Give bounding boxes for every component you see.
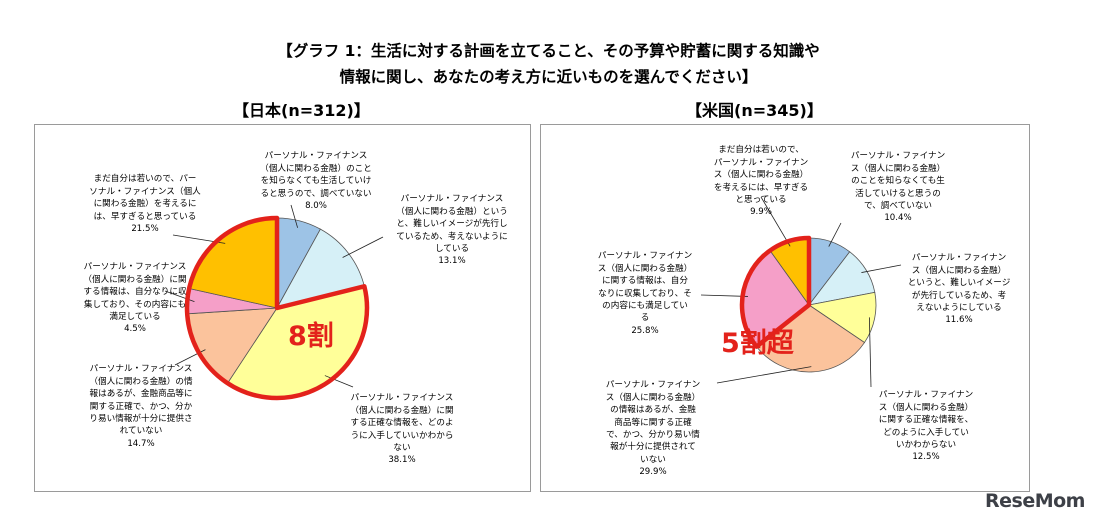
jp-label-not-researching: パーソナル・ファイナンス （個人に関わる金融）のこと を知らなくても生活していけ… xyxy=(260,151,372,212)
us-label-difficult-image: パーソナル・ファイナン ス（個人に関わる金融） というと、難しいイメージ が先行… xyxy=(907,253,1011,326)
highlight-outline xyxy=(184,215,370,401)
us-callout: 5割超 xyxy=(721,328,794,359)
leader-line-3 xyxy=(700,294,748,297)
us-label-dont-know-how: パーソナル・ファイナン ス（個人に関わる金融） に関する正確な情報を、 どのよう… xyxy=(878,390,974,463)
usa-pie xyxy=(700,196,902,388)
us-label-not-researching: パーソナル・ファイナン ス（個人に関わる金融） のことを知らなくても生 活してい… xyxy=(850,151,946,224)
leader-line-1 xyxy=(828,222,842,247)
us-label-insufficient-info: パーソナル・ファイナン ス（個人に関わる金融） の情報はあるが、金融 商品等に関… xyxy=(605,380,701,478)
leader-line-2 xyxy=(861,264,902,273)
leader-line-0 xyxy=(290,204,298,228)
leader-line-5 xyxy=(868,317,872,388)
chart-title: 【グラフ 1：生活に対する計画を立てること、その予算や貯蓄に関する知識や 情報に… xyxy=(0,38,1097,90)
japan-pie xyxy=(164,204,384,401)
title-line-2: 情報に関し、あなたの考え方に近いものを選んでください】 xyxy=(339,68,758,86)
jp-label-satisfied: パーソナル・ファイナンス （個人に関わる金融）に関 する情報は、自分なりに収 集… xyxy=(83,262,187,335)
jp-label-too-young: まだ自分は若いので、パー ソナル・ファイナンス（個人 に関わる金融）を考えるに … xyxy=(89,174,201,235)
usa-chart-panel: まだ自分は若いので、 パーソナル・ファイナン ス（個人に関わる金融） を考えるに… xyxy=(540,124,1030,492)
jp-label-insufficient-info: パーソナル・ファイナンス （個人に関わる金融）の情 報はあるが、金融商品等に 関… xyxy=(89,364,193,449)
japan-subtitle: 【日本(n=312)】 xyxy=(233,101,370,120)
pie-slice-3 xyxy=(755,304,866,373)
resemom-logo: ReseMom xyxy=(985,490,1085,512)
jp-callout: 8割 xyxy=(288,321,334,352)
leader-line-1 xyxy=(342,236,384,258)
leader-line-4 xyxy=(716,366,812,384)
jp-label-difficult-image: パーソナル・ファイナンス （個人に関わる金融）という と、難しいイメージが先行し… xyxy=(396,194,508,267)
jp-label-dont-know-how: パーソナル・ファイナンス （個人に関わる金融）に関 する正確な情報を、どのよ う… xyxy=(350,393,454,466)
pie-slice-1 xyxy=(276,228,365,309)
japan-chart-panel: パーソナル・ファイナンス （個人に関わる金融）のこと を知らなくても生活していけ… xyxy=(34,124,531,492)
title-line-1: 【グラフ 1：生活に対する計画を立てること、その予算や貯蓄に関する知識や xyxy=(277,42,820,60)
highlight-outline xyxy=(739,235,812,349)
usa-subtitle: 【米国(n=345)】 xyxy=(686,101,823,120)
leader-line-0 xyxy=(760,196,791,247)
us-label-too-young: まだ自分は若いので、 パーソナル・ファイナン ス（個人に関わる金融） を考えるに… xyxy=(713,145,809,218)
us-label-satisfied: パーソナル・ファイナン ス（個人に関わる金融） に関する情報は、自分 なりに収集… xyxy=(597,251,693,336)
leader-line-5 xyxy=(324,375,354,388)
